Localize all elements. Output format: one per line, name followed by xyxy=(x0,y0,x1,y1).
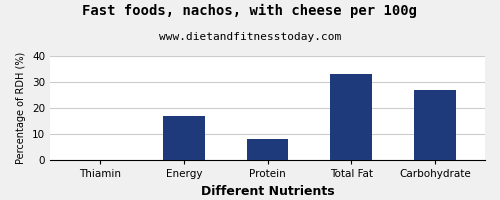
Y-axis label: Percentage of RDH (%): Percentage of RDH (%) xyxy=(16,52,26,164)
Bar xyxy=(330,74,372,160)
Text: www.dietandfitnesstoday.com: www.dietandfitnesstoday.com xyxy=(159,32,341,42)
Bar xyxy=(414,90,456,160)
Bar xyxy=(163,116,205,160)
X-axis label: Different Nutrients: Different Nutrients xyxy=(200,185,334,198)
Bar xyxy=(246,139,288,160)
Text: Fast foods, nachos, with cheese per 100g: Fast foods, nachos, with cheese per 100g xyxy=(82,4,417,18)
